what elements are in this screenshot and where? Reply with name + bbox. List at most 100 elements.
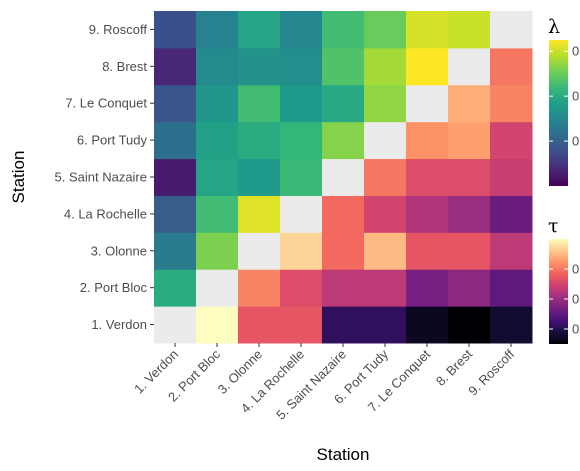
- y-axis-title: Station: [9, 151, 28, 204]
- heatmap-cell-tau: [490, 47, 533, 86]
- heatmap-cell-diagonal: [280, 195, 323, 233]
- y-tick-label: 1. Verdon: [91, 317, 147, 332]
- colorbar: [549, 239, 568, 344]
- heatmap-cell-lambda: [154, 232, 197, 270]
- heatmap-cell-diagonal: [406, 84, 449, 123]
- heatmap-cell-tau: [448, 195, 491, 233]
- heatmap-cell-diagonal: [154, 306, 197, 344]
- heatmap-cell-tau: [406, 269, 449, 307]
- heatmap-cell-lambda: [364, 84, 407, 123]
- heatmap-cell-tau: [322, 195, 365, 233]
- heatmap-cell-tau: [238, 269, 281, 307]
- heatmap-cell-tau: [322, 306, 365, 344]
- heatmap-cell-tau: [364, 306, 407, 344]
- heatmap-cell-lambda: [196, 47, 239, 86]
- heatmap-cell-lambda: [154, 121, 197, 160]
- heatmap-cell-lambda: [196, 232, 239, 270]
- heatmap-cell-lambda: [196, 11, 239, 49]
- y-tick-label: 6. Port Tudy: [77, 133, 148, 148]
- heatmap-cell-lambda: [406, 47, 449, 86]
- heatmap-cell-tau: [490, 306, 533, 344]
- heatmap-cell-tau: [238, 306, 281, 344]
- heatmap-cell-lambda: [238, 47, 281, 86]
- heatmap-cell-tau: [364, 232, 407, 270]
- heatmap-cell-tau: [448, 84, 491, 123]
- heatmap-cell-lambda: [154, 84, 197, 123]
- heatmap-cell-lambda: [154, 195, 197, 233]
- heatmap-cell-diagonal: [364, 121, 407, 160]
- heatmap-cell-tau: [196, 306, 239, 344]
- colorbar-label: 0.6: [572, 292, 580, 307]
- colorbar-label: 0.6: [572, 44, 580, 59]
- y-tick-label: 5. Saint Nazaire: [55, 170, 148, 185]
- legend-tau-title: τ: [548, 215, 559, 237]
- heatmap-cell-tau: [448, 158, 491, 196]
- legend-tau: τ 0.5 0.6 0.7: [548, 215, 580, 344]
- heatmap-cell-tau: [280, 232, 323, 270]
- heatmap-cell-lambda: [322, 121, 365, 160]
- colorbar: [549, 40, 568, 186]
- heatmap-cell-lambda: [406, 11, 449, 49]
- heatmap-cell-tau: [280, 306, 323, 344]
- y-tick-label: 7. Le Conquet: [65, 96, 147, 111]
- y-tick-label: 3. Olonne: [91, 243, 147, 258]
- heatmap-cell-tau: [406, 232, 449, 270]
- heatmap-cell-tau: [364, 269, 407, 307]
- heatmap-cell-tau: [364, 195, 407, 233]
- y-tick-label: 4. La Rochelle: [64, 206, 147, 221]
- heatmap-cell-tau: [406, 195, 449, 233]
- y-axis-ticks: 1. Verdon 2. Port Bloc 3. Olonne 4. La Roch…: [55, 22, 154, 332]
- heatmap-cell-tau: [322, 232, 365, 270]
- colorbar-label: 0.4: [572, 89, 580, 104]
- heatmap-cell-tau: [490, 195, 533, 233]
- heatmap-cell-diagonal: [196, 269, 239, 307]
- heatmap-cell-lambda: [364, 47, 407, 86]
- heatmap-cell-tau: [448, 306, 491, 344]
- heatmap-cell-lambda: [322, 84, 365, 123]
- y-tick-label: 9. Roscoff: [89, 22, 148, 37]
- heatmap-cell-lambda: [238, 158, 281, 196]
- heatmap-cell-lambda: [280, 47, 323, 86]
- x-tick-label: 8. Brest: [433, 346, 476, 389]
- heatmap-cell-lambda: [280, 11, 323, 49]
- colorbar-label: 0.5: [572, 322, 580, 337]
- heatmap-cell-lambda: [238, 121, 281, 160]
- legend-lambda: λ 0.2 0.4 0.6: [548, 16, 580, 186]
- heatmap-cell-lambda: [280, 121, 323, 160]
- heatmap-cell-tau: [280, 269, 323, 307]
- heatmap-cell-tau: [448, 232, 491, 270]
- colorbar-label: 0.7: [572, 262, 580, 277]
- heatmap-cell-tau: [490, 232, 533, 270]
- heatmap-cell-lambda: [154, 47, 197, 86]
- legend-lambda-title: λ: [548, 16, 560, 38]
- heatmap-cell-diagonal: [490, 11, 533, 49]
- heatmap-cell-lambda: [280, 158, 323, 196]
- x-tick-label: 9. Roscoff: [465, 346, 517, 398]
- heatmap-cell-lambda: [364, 11, 407, 49]
- heatmap-cell-diagonal: [238, 232, 281, 270]
- heatmap-cell-tau: [448, 121, 491, 160]
- y-tick-label: 2. Port Bloc: [80, 280, 148, 295]
- heatmap-cell-tau: [490, 269, 533, 307]
- heatmap-cell-lambda: [196, 158, 239, 196]
- heatmap-cell-tau: [490, 158, 533, 196]
- heatmap-cell-lambda: [322, 11, 365, 49]
- heatmap-cell-lambda: [154, 269, 197, 307]
- heatmap-cell-lambda: [238, 195, 281, 233]
- heatmap-cells: [154, 11, 533, 344]
- heatmap-cell-lambda: [238, 11, 281, 49]
- colorbar-label: 0.2: [572, 134, 580, 149]
- heatmap-cell-tau: [364, 158, 407, 196]
- heatmap-cell-tau: [322, 269, 365, 307]
- heatmap-cell-lambda: [154, 158, 197, 196]
- heatmap-cell-tau: [406, 121, 449, 160]
- heatmap-cell-lambda: [196, 84, 239, 123]
- heatmap-cell-lambda: [238, 84, 281, 123]
- heatmap-cell-diagonal: [322, 158, 365, 196]
- heatmap-cell-tau: [406, 306, 449, 344]
- x-axis-title: Station: [317, 445, 370, 464]
- heatmap-cell-tau: [490, 121, 533, 160]
- heatmap-cell-diagonal: [448, 47, 491, 86]
